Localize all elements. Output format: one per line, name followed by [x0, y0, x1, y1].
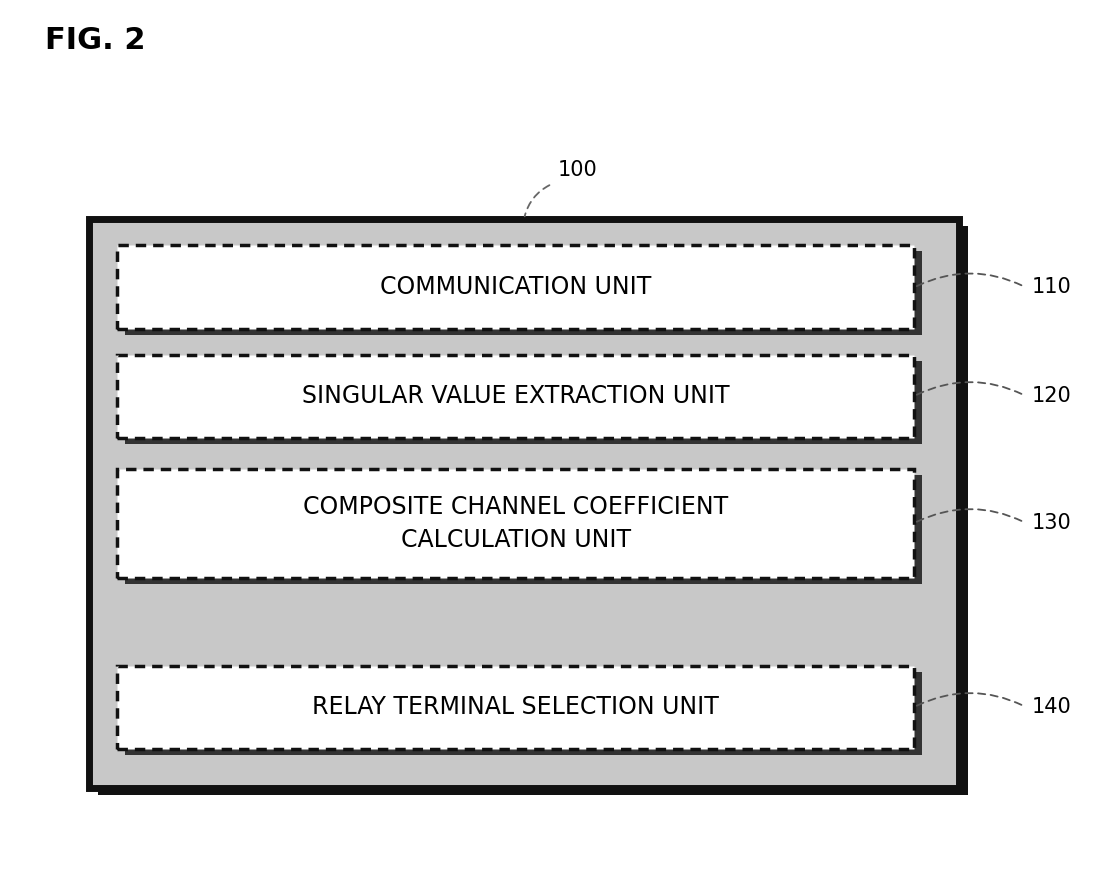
Bar [117, 355, 914, 438]
Bar [125, 361, 922, 444]
Bar [117, 666, 914, 749]
Text: 130: 130 [1031, 513, 1072, 533]
Text: 140: 140 [1031, 697, 1072, 717]
Text: 110: 110 [1031, 278, 1072, 297]
Text: COMPOSITE CHANNEL COEFFICIENT
CALCULATION UNIT: COMPOSITE CHANNEL COEFFICIENT CALCULATIO… [303, 495, 728, 552]
Text: 100: 100 [558, 159, 598, 180]
Bar [125, 475, 922, 584]
Text: SINGULAR VALUE EXTRACTION UNIT: SINGULAR VALUE EXTRACTION UNIT [302, 385, 729, 408]
Bar [117, 245, 914, 328]
Bar [125, 251, 922, 335]
Bar [98, 226, 968, 795]
Text: 120: 120 [1031, 386, 1072, 406]
Text: COMMUNICATION UNIT: COMMUNICATION UNIT [380, 275, 651, 299]
Bar [125, 672, 922, 755]
Text: RELAY TERMINAL SELECTION UNIT: RELAY TERMINAL SELECTION UNIT [312, 696, 719, 719]
Bar [117, 469, 914, 578]
Text: FIG. 2: FIG. 2 [45, 26, 145, 55]
Bar [89, 219, 959, 788]
